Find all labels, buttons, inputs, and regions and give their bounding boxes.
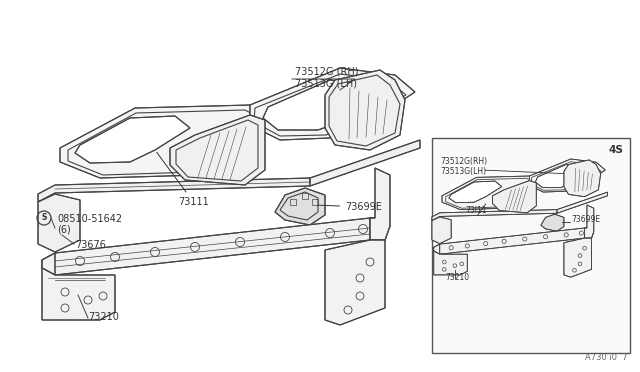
Polygon shape xyxy=(449,181,502,203)
Text: (6): (6) xyxy=(57,224,71,234)
Polygon shape xyxy=(434,244,440,254)
Polygon shape xyxy=(60,105,280,178)
Polygon shape xyxy=(434,228,587,254)
Polygon shape xyxy=(564,238,591,277)
Polygon shape xyxy=(434,251,467,275)
Polygon shape xyxy=(250,68,415,140)
Polygon shape xyxy=(75,116,190,163)
Polygon shape xyxy=(325,240,385,325)
Polygon shape xyxy=(493,180,536,213)
Polygon shape xyxy=(529,159,605,192)
Polygon shape xyxy=(536,164,593,187)
Polygon shape xyxy=(557,192,607,213)
Polygon shape xyxy=(38,178,310,202)
Text: S: S xyxy=(42,214,47,222)
Text: 73111: 73111 xyxy=(157,152,209,207)
Polygon shape xyxy=(432,217,451,244)
Text: 73699E: 73699E xyxy=(318,202,382,212)
Polygon shape xyxy=(310,140,420,186)
Text: 73210: 73210 xyxy=(445,273,469,282)
Polygon shape xyxy=(541,214,564,231)
Polygon shape xyxy=(42,253,55,275)
Text: 73513G (LH): 73513G (LH) xyxy=(295,78,357,88)
Text: 73512G(RH): 73512G(RH) xyxy=(440,157,487,166)
Polygon shape xyxy=(275,188,325,225)
Polygon shape xyxy=(325,70,405,150)
Polygon shape xyxy=(370,168,390,240)
Polygon shape xyxy=(263,80,388,130)
Polygon shape xyxy=(42,218,375,275)
Polygon shape xyxy=(432,209,557,221)
Text: 73513G(LH): 73513G(LH) xyxy=(440,167,486,176)
Polygon shape xyxy=(584,228,594,238)
Text: 08510-51642: 08510-51642 xyxy=(57,214,122,224)
Polygon shape xyxy=(584,205,594,238)
FancyBboxPatch shape xyxy=(432,138,630,353)
Polygon shape xyxy=(170,115,265,185)
Text: 73699E: 73699E xyxy=(572,215,601,224)
Text: 73512G (RH): 73512G (RH) xyxy=(295,67,358,77)
Polygon shape xyxy=(564,160,601,197)
Text: A730 i0  7: A730 i0 7 xyxy=(586,353,628,362)
Text: 73210: 73210 xyxy=(88,312,119,322)
Polygon shape xyxy=(370,218,390,240)
Polygon shape xyxy=(42,268,115,320)
Polygon shape xyxy=(38,194,80,252)
Text: 73l11: 73l11 xyxy=(466,206,487,215)
Polygon shape xyxy=(442,176,543,209)
Text: 4S: 4S xyxy=(609,145,623,155)
Text: 73676: 73676 xyxy=(75,240,106,250)
